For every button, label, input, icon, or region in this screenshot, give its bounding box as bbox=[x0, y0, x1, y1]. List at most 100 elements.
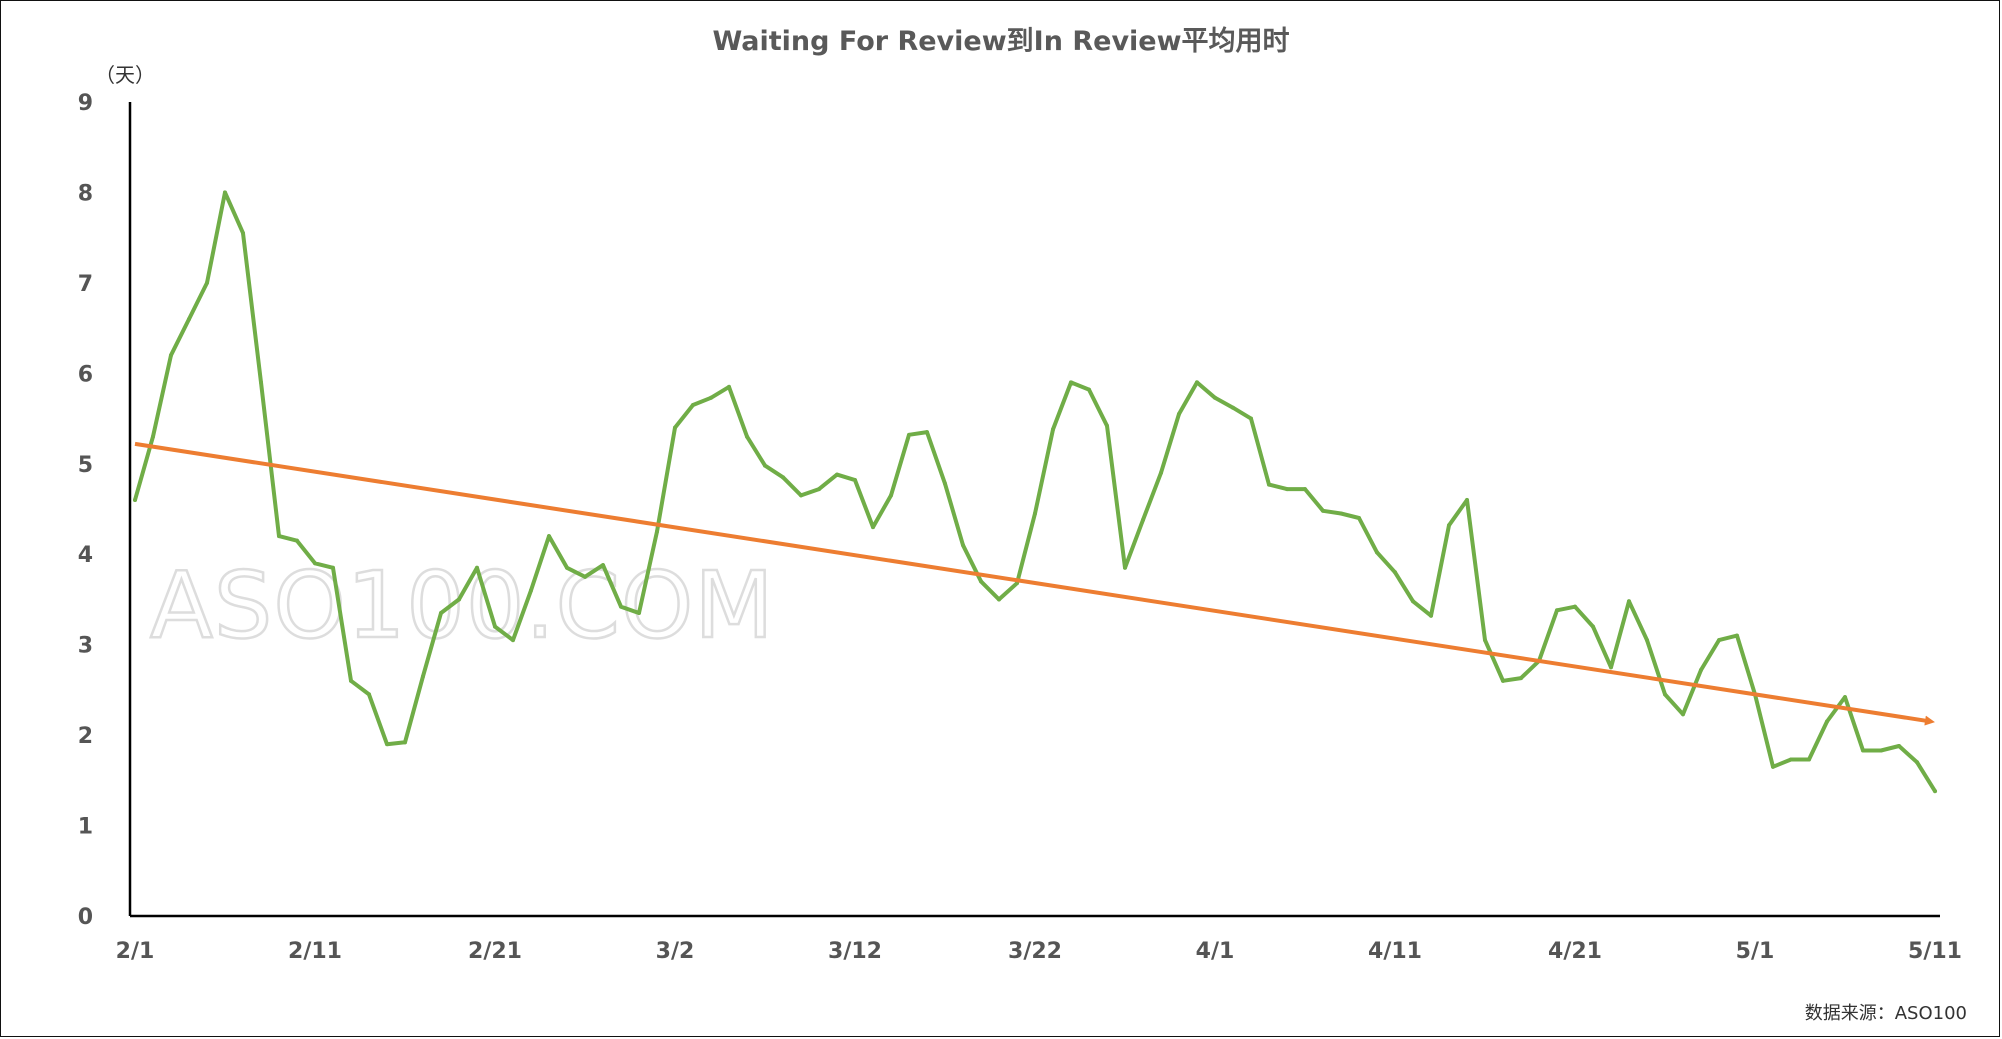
x-tick-label: 2/21 bbox=[468, 939, 522, 964]
data-point bbox=[133, 497, 137, 502]
x-tick-label: 3/12 bbox=[828, 939, 882, 964]
data-point bbox=[331, 565, 335, 570]
data-point bbox=[1735, 633, 1739, 638]
data-point bbox=[1825, 719, 1829, 724]
data-point bbox=[817, 487, 821, 492]
data-point bbox=[1519, 676, 1523, 681]
data-point bbox=[1627, 599, 1631, 604]
data-point bbox=[511, 638, 515, 643]
data-point bbox=[1105, 423, 1109, 428]
data-point bbox=[1771, 764, 1775, 769]
data-point bbox=[205, 280, 209, 285]
data-point bbox=[1447, 523, 1451, 528]
data-point bbox=[1933, 789, 1937, 794]
data-point bbox=[313, 561, 317, 566]
data-point bbox=[1357, 516, 1361, 521]
trend-line bbox=[134, 441, 1935, 726]
data-point bbox=[1429, 613, 1433, 618]
data-point bbox=[1159, 470, 1163, 475]
data-point bbox=[1807, 757, 1811, 762]
data-point bbox=[1033, 511, 1037, 516]
data-point bbox=[241, 231, 245, 236]
x-tick-label: 5/11 bbox=[1908, 939, 1962, 964]
data-point bbox=[1915, 760, 1919, 765]
data-point bbox=[1501, 678, 1505, 683]
data-point bbox=[925, 430, 929, 435]
data-point bbox=[781, 475, 785, 480]
y-tick-label: 3 bbox=[78, 634, 93, 659]
y-axis-unit: （天） bbox=[95, 63, 155, 87]
data-point bbox=[277, 534, 281, 539]
data-point bbox=[979, 579, 983, 584]
x-tick-label: 3/22 bbox=[1008, 939, 1062, 964]
data-point bbox=[1555, 608, 1559, 613]
data-point bbox=[673, 425, 677, 430]
x-tick-label: 3/2 bbox=[656, 939, 695, 964]
data-point bbox=[1177, 412, 1181, 417]
data-point bbox=[1051, 427, 1055, 432]
series-line bbox=[133, 190, 1937, 794]
data-point bbox=[1663, 692, 1667, 697]
data-point bbox=[367, 692, 371, 697]
data-point bbox=[1897, 743, 1901, 748]
data-point bbox=[1861, 748, 1865, 753]
data-point bbox=[1231, 405, 1235, 410]
chart-title: Waiting For Review到In Review平均用时 bbox=[712, 26, 1289, 57]
data-point bbox=[457, 597, 461, 602]
x-tick-label: 2/11 bbox=[288, 939, 342, 964]
data-point bbox=[1465, 497, 1469, 502]
data-point bbox=[187, 317, 191, 322]
data-point bbox=[1645, 638, 1649, 643]
data-point bbox=[1267, 482, 1271, 487]
data-point bbox=[961, 543, 965, 548]
data-point bbox=[619, 604, 623, 609]
x-axis-ticks: 2/1 2/11 2/21 3/2 3/12 3/22 4/1 4/11 4/21 5/1 5/11 bbox=[116, 939, 1962, 964]
data-point bbox=[1717, 638, 1721, 643]
y-tick-label: 7 bbox=[78, 272, 93, 297]
y-tick-label: 1 bbox=[78, 815, 93, 840]
data-point bbox=[1789, 757, 1793, 762]
x-tick-label: 4/21 bbox=[1548, 939, 1602, 964]
data-point bbox=[403, 740, 407, 745]
data-point bbox=[1195, 380, 1199, 385]
source-note: 数据来源：ASO100 bbox=[1805, 1003, 1967, 1024]
y-tick-label: 5 bbox=[78, 453, 93, 478]
data-point bbox=[1069, 380, 1073, 385]
data-point bbox=[637, 611, 641, 616]
data-point bbox=[1123, 565, 1127, 570]
data-point bbox=[1699, 667, 1703, 672]
data-point bbox=[655, 529, 659, 534]
data-point bbox=[1483, 638, 1487, 643]
x-tick-label: 5/1 bbox=[1736, 939, 1775, 964]
data-point bbox=[745, 434, 749, 439]
series-points bbox=[133, 190, 1937, 794]
data-point bbox=[1879, 748, 1883, 753]
data-point bbox=[1141, 517, 1145, 522]
data-point bbox=[1393, 570, 1397, 575]
data-point bbox=[1591, 624, 1595, 629]
watermark: ASO100.COM bbox=[150, 552, 775, 659]
data-point bbox=[565, 565, 569, 570]
y-axis-ticks: 0 1 2 3 4 5 6 7 8 9 bbox=[78, 91, 93, 930]
data-point bbox=[871, 525, 875, 530]
data-point bbox=[835, 472, 839, 477]
y-tick-label: 9 bbox=[78, 91, 93, 116]
data-point bbox=[763, 463, 767, 468]
data-point bbox=[1411, 599, 1415, 604]
data-point bbox=[1213, 395, 1217, 400]
data-point bbox=[1321, 508, 1325, 513]
data-point bbox=[385, 742, 389, 747]
y-tick-label: 0 bbox=[78, 905, 93, 930]
y-tick-label: 2 bbox=[78, 724, 93, 749]
data-point bbox=[259, 380, 263, 385]
data-point bbox=[1249, 416, 1253, 421]
data-point bbox=[943, 481, 947, 486]
data-point bbox=[691, 402, 695, 407]
data-point bbox=[799, 493, 803, 498]
data-point bbox=[529, 588, 533, 593]
data-point bbox=[547, 534, 551, 539]
data-point bbox=[1087, 387, 1091, 392]
data-point bbox=[1285, 487, 1289, 492]
